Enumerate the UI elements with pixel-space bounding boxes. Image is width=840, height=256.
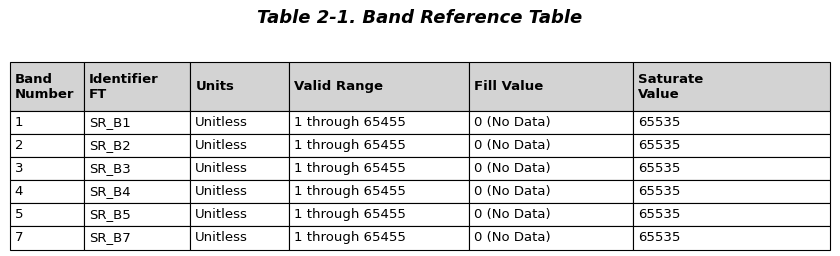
Bar [10, 111, 84, 134]
Text: 0 (No Data): 0 (No Data) [475, 162, 551, 175]
Bar [10, 134, 84, 157]
Text: 0 (No Data): 0 (No Data) [475, 231, 551, 244]
Text: SR_B2: SR_B2 [89, 139, 130, 152]
Text: Unitless: Unitless [195, 162, 248, 175]
Bar [289, 134, 470, 157]
Bar [289, 157, 470, 180]
Bar [633, 134, 830, 157]
Text: Fill Value: Fill Value [475, 80, 543, 93]
Bar [633, 62, 830, 111]
Bar [470, 180, 633, 203]
Bar [84, 227, 191, 250]
Text: 4: 4 [15, 185, 24, 198]
Text: Unitless: Unitless [195, 139, 248, 152]
Bar [470, 111, 633, 134]
Bar [633, 227, 830, 250]
Text: 0 (No Data): 0 (No Data) [475, 139, 551, 152]
Bar [84, 157, 191, 180]
Text: 1 through 65455: 1 through 65455 [294, 139, 406, 152]
Bar [289, 62, 470, 111]
Bar [10, 157, 84, 180]
Bar [289, 111, 470, 134]
Bar [84, 203, 191, 227]
Bar [633, 157, 830, 180]
Text: SR_B1: SR_B1 [89, 116, 130, 129]
Text: Unitless: Unitless [195, 231, 248, 244]
Text: 3: 3 [15, 162, 24, 175]
Text: 5: 5 [15, 208, 24, 221]
Text: SR_B7: SR_B7 [89, 231, 130, 244]
Bar [84, 62, 191, 111]
Bar [191, 111, 289, 134]
Bar [470, 134, 633, 157]
Text: Unitless: Unitless [195, 208, 248, 221]
Text: 7: 7 [15, 231, 24, 244]
Bar [633, 111, 830, 134]
Text: Valid Range: Valid Range [294, 80, 383, 93]
Bar [633, 203, 830, 227]
Text: 1: 1 [15, 116, 24, 129]
Text: Saturate
Value: Saturate Value [638, 72, 704, 101]
Text: 0 (No Data): 0 (No Data) [475, 116, 551, 129]
Text: 65535: 65535 [638, 162, 680, 175]
Text: Units: Units [195, 80, 234, 93]
Text: 65535: 65535 [638, 231, 680, 244]
Text: 2: 2 [15, 139, 24, 152]
Text: 0 (No Data): 0 (No Data) [475, 208, 551, 221]
Text: Unitless: Unitless [195, 116, 248, 129]
Bar [470, 227, 633, 250]
Bar [289, 180, 470, 203]
Text: Band
Number: Band Number [15, 72, 74, 101]
Text: 0 (No Data): 0 (No Data) [475, 185, 551, 198]
Bar [84, 134, 191, 157]
Bar [191, 134, 289, 157]
Bar [10, 62, 84, 111]
Text: 65535: 65535 [638, 139, 680, 152]
Text: 65535: 65535 [638, 208, 680, 221]
Bar [633, 180, 830, 203]
Bar [10, 227, 84, 250]
Text: 1 through 65455: 1 through 65455 [294, 208, 406, 221]
Text: SR_B5: SR_B5 [89, 208, 130, 221]
Bar [191, 203, 289, 227]
Bar [84, 180, 191, 203]
Bar [470, 62, 633, 111]
Bar [289, 227, 470, 250]
Text: 65535: 65535 [638, 185, 680, 198]
Bar [10, 203, 84, 227]
Text: 1 through 65455: 1 through 65455 [294, 185, 406, 198]
Bar [191, 227, 289, 250]
Bar [289, 203, 470, 227]
Bar [10, 180, 84, 203]
Text: 1 through 65455: 1 through 65455 [294, 162, 406, 175]
Text: SR_B4: SR_B4 [89, 185, 130, 198]
Text: 1 through 65455: 1 through 65455 [294, 231, 406, 244]
Text: Table 2-1. Band Reference Table: Table 2-1. Band Reference Table [257, 9, 583, 27]
Bar [191, 157, 289, 180]
Bar [191, 180, 289, 203]
Bar [84, 111, 191, 134]
Text: 65535: 65535 [638, 116, 680, 129]
Bar [191, 62, 289, 111]
Text: SR_B3: SR_B3 [89, 162, 130, 175]
Text: Unitless: Unitless [195, 185, 248, 198]
Bar [470, 157, 633, 180]
Text: 1 through 65455: 1 through 65455 [294, 116, 406, 129]
Text: Identifier
FT: Identifier FT [89, 72, 159, 101]
Bar [470, 203, 633, 227]
